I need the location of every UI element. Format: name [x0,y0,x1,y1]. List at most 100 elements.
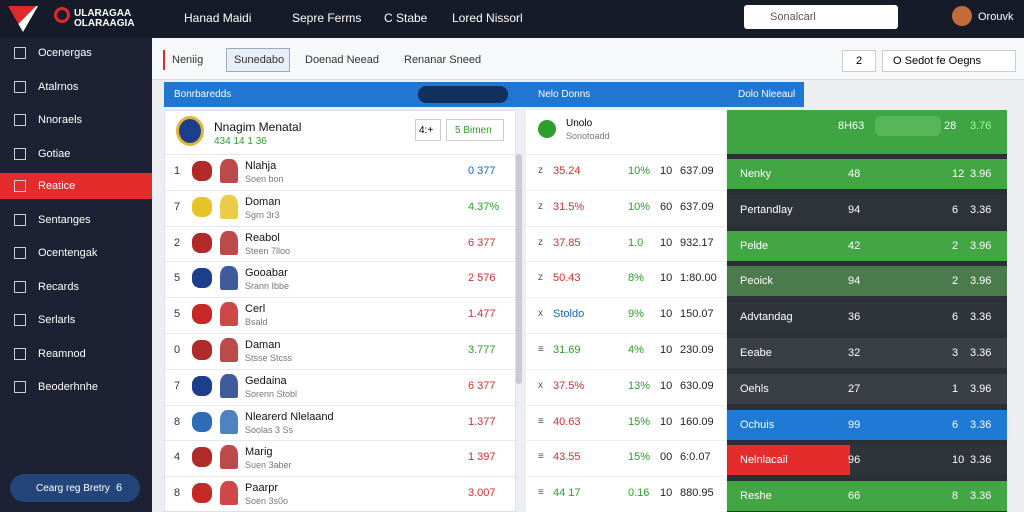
right-name[interactable]: Nelnlacail [740,454,788,467]
player [220,302,238,327]
rank: 1 [174,165,181,177]
sort-btn[interactable]: 4:+ [415,119,441,141]
sidebar [0,38,152,512]
right-rank: 1 [952,382,959,395]
mid-n: 10 [660,379,673,392]
filter-btn[interactable]: 5 Bimen [446,119,504,141]
right-val: 3.96 [970,275,992,288]
right-rank: 6 [952,203,959,216]
sidebar-item[interactable]: Reatice [38,180,76,192]
mid-sub: Sonotoadd [566,131,610,141]
team-name[interactable]: Cerl [245,303,266,316]
row-right [727,266,1007,297]
right-num: 32 [848,347,861,359]
sidebar-icon [14,80,26,93]
nav-item[interactable]: Lored Nissorl [452,11,523,25]
team-name[interactable]: Gooabar [245,267,288,280]
mid-mark: ≡ [538,415,544,427]
search-box[interactable] [744,5,898,29]
sidebar-item[interactable]: Recards [38,280,79,293]
team-name[interactable]: Marig [245,446,273,459]
right-name[interactable]: Ochuis [740,418,775,431]
right-name[interactable]: Reshe [740,490,772,503]
tab[interactable]: Doenad Neead [305,54,380,66]
right-name[interactable]: Pelde [740,239,769,252]
mid-value: 37.85 [553,236,581,249]
sidebar-item[interactable]: Gotiae [38,147,71,160]
team-name[interactable]: Reabol [245,231,280,244]
row-right [727,194,1007,225]
mid-total: 160.09 [680,415,714,428]
team-name[interactable]: Nlearerd Nlelaand [245,410,334,423]
tab[interactable]: Renanar Sneed [404,54,482,66]
right-rank: 6 [952,311,959,324]
team-value: 3.007 [468,487,496,500]
team-value: 4.37% [468,200,500,213]
team-name[interactable]: Paarpr [245,482,279,495]
right-rank: 12 [952,168,965,180]
nav-item[interactable]: Hanad Maidi [184,11,252,25]
sidebar-icon [14,280,26,293]
mid-total: 637.09 [680,200,714,213]
tab[interactable]: Sunedabo [234,54,285,66]
right-rank: 3 [952,347,959,359]
nav-item[interactable]: C Stabe [384,11,428,25]
right-num: 36 [848,311,861,324]
select-box[interactable]: O Sedot fe Oegns [882,50,1016,72]
team-name[interactable]: Doman [245,195,281,208]
mid-total: 932.17 [680,236,714,249]
row-mid [526,261,726,296]
sidebar-button[interactable] [10,474,140,502]
right-num: 96 [848,454,861,467]
right-name[interactable]: Nenky [740,168,772,180]
sidebar-icon [14,247,26,259]
right-num: 48 [848,168,861,180]
team-name[interactable]: Daman [245,339,281,351]
row-right [727,230,1007,261]
row-mid [526,154,726,189]
sidebar-item[interactable]: Beoderhnhe [38,381,98,393]
mid-mark: z [538,236,543,248]
sidebar-item[interactable]: Serlarls [38,314,76,326]
player [220,409,238,434]
row-mid [526,297,726,332]
mid-value: 43.55 [553,451,581,464]
right-rank: 8 [952,490,959,503]
tab[interactable]: Neniig [172,54,204,66]
sidebar-item[interactable]: Nnoraels [38,114,83,126]
tab-bar [152,38,1024,80]
team-sub: Soolas 3 Ss [245,424,294,435]
user-name[interactable]: Orouvk [978,11,1014,23]
sidebar-icon [14,314,26,326]
row-mid [526,189,726,225]
right-head-text: 3.76 [970,120,992,132]
mid-mark: ≡ [538,487,544,499]
mid-pct: 8% [628,272,644,285]
sidebar-item[interactable]: Atalrnos [38,80,79,93]
row-right [727,409,1007,440]
team-name[interactable]: Gedaina [245,374,287,387]
right-name[interactable]: Oehls [740,382,769,395]
mid-total: 230.09 [680,344,714,356]
right-name[interactable]: Pertandlay [740,203,793,216]
team-sub: Bsald [245,317,268,328]
team-name[interactable]: Nlahja [245,160,277,172]
row [165,154,515,189]
sidebar-item[interactable]: Reamnod [38,347,86,360]
sidebar-item[interactable]: Sentanges [38,213,91,226]
sidebar-item[interactable]: Ocentengak [38,247,98,259]
sidebar-item[interactable]: Ocenergas [38,47,92,59]
sidebar-icon [14,47,26,59]
mid-value: Stoldo [553,308,585,321]
nav-item[interactable]: Sepre Ferms [292,11,362,25]
right-name[interactable]: Advtandag [740,311,793,324]
right-name[interactable]: Peoick [740,275,774,288]
page-box[interactable]: 2 [842,50,876,72]
mid-total: 880.95 [680,487,714,500]
mid-pct: 15% [628,415,651,428]
mid-n: 10 [660,236,673,249]
player [220,230,238,255]
right-name[interactable]: Eeabe [740,347,772,359]
right-head-text: 8H63 [838,120,865,132]
rank: 8 [174,415,181,428]
